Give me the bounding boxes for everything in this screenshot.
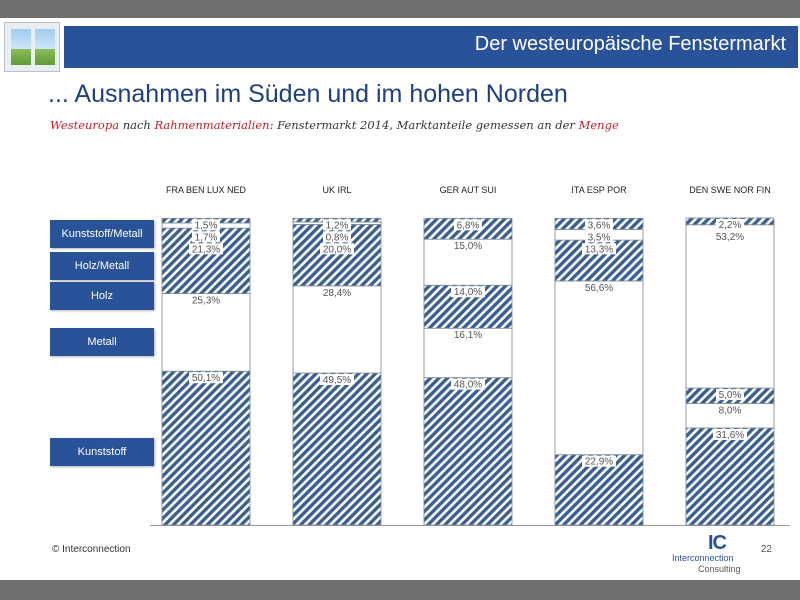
data-label-bg-kunststoff-fra-ben-lux-ned: [189, 372, 223, 384]
data-label-kunststoff-metall-fra-ben-lux-ned: 1,5%: [195, 220, 218, 231]
page-title: ... Ausnahmen im Süden und im hohen Nord…: [48, 80, 568, 108]
logo-line-1: Interconnection: [672, 553, 734, 563]
data-label-bg-kunststoff-metall-ger-aut-sui: [454, 219, 482, 231]
data-label-holz-metall-ita-esp-por: 3,5%: [588, 232, 611, 243]
category-label-uk-irl: UK IRL: [322, 185, 351, 195]
data-label-holz-metall-ger-aut-sui: 15,0%: [454, 241, 482, 252]
data-label-bg-kunststoff-den-swe-nor-fin: [713, 428, 747, 440]
subtitle-dimension: Rahmenmaterialien: [154, 118, 270, 132]
data-label-bg-kunststoff-ger-aut-sui: [451, 378, 485, 390]
bar-segment-metall-ita-esp-por: [554, 280, 644, 456]
data-label-bg-holz-metall-uk-irl: [323, 231, 351, 243]
data-label-kunststoff-metall-den-swe-nor-fin: 2,2%: [719, 220, 742, 231]
footer-copyright: © Interconnection: [52, 544, 131, 555]
data-label-kunststoff-ger-aut-sui: 48,0%: [454, 380, 482, 391]
data-label-holz-metall-den-swe-nor-fin: 53,2%: [716, 232, 744, 243]
data-label-holz-ger-aut-sui: 14,0%: [454, 287, 482, 298]
data-label-metall-den-swe-nor-fin: 8,0%: [719, 405, 742, 416]
data-label-kunststoff-metall-uk-irl: 1,2%: [326, 220, 349, 231]
bar-segment-kunststoff-ger-aut-sui: [423, 377, 513, 526]
data-label-bg-holz-fra-ben-lux-ned: [189, 243, 223, 255]
bar-segment-holz-metall-den-swe-nor-fin: [685, 224, 775, 389]
bar-segment-kunststoff-fra-ben-lux-ned: [161, 370, 251, 526]
legend-holz: Holz: [50, 282, 154, 310]
bar-segment-kunststoff-den-swe-nor-fin: [685, 427, 775, 526]
data-label-metall-uk-irl: 28,4%: [323, 288, 351, 299]
data-label-kunststoff-metall-ita-esp-por: 3,6%: [588, 220, 611, 231]
data-label-bg-holz-metall-den-swe-nor-fin: [713, 231, 747, 242]
data-label-bg-holz-metall-ger-aut-sui: [451, 240, 485, 252]
bar-segment-metall-fra-ben-lux-ned: [161, 293, 251, 372]
data-label-bg-holz-metall-fra-ben-lux-ned: [192, 231, 220, 243]
page-number: 22: [760, 544, 772, 555]
category-label-den-swe-nor-fin: DEN SWE NOR FIN: [689, 185, 771, 195]
header-bar: Der westeuropäische Fenstermarkt: [64, 26, 798, 68]
data-label-holz-metall-uk-irl: 0,8%: [326, 232, 349, 243]
data-label-kunststoff-metall-ger-aut-sui: 6,8%: [457, 220, 480, 231]
data-label-holz-uk-irl: 20,0%: [323, 244, 351, 255]
data-label-holz-metall-fra-ben-lux-ned: 1,7%: [195, 232, 218, 243]
legend-kunststoff: Kunststoff: [50, 438, 154, 466]
data-label-bg-kunststoff-metall-den-swe-nor-fin: [716, 219, 744, 230]
data-label-bg-holz-ger-aut-sui: [451, 286, 485, 298]
data-label-bg-kunststoff-metall-uk-irl: [323, 219, 351, 231]
category-label-fra-ben-lux-ned: FRA BEN LUX NED: [166, 185, 247, 195]
slide: Der westeuropäische Fenstermarkt ... Aus…: [0, 18, 800, 580]
data-label-bg-holz-uk-irl: [320, 243, 354, 255]
data-label-kunststoff-uk-irl: 49,5%: [323, 375, 351, 386]
logo-line-2: Consulting: [698, 564, 741, 574]
data-label-bg-kunststoff-uk-irl: [320, 374, 354, 386]
data-label-bg-metall-ger-aut-sui: [451, 329, 485, 341]
data-label-metall-fra-ben-lux-ned: 25,3%: [192, 296, 220, 307]
data-label-bg-kunststoff-metall-ita-esp-por: [585, 219, 613, 231]
data-label-bg-holz-ita-esp-por: [582, 243, 616, 255]
legend-kunststoff-metall: Kunststoff/Metall: [50, 220, 154, 248]
bar-segment-metall-uk-irl: [292, 285, 382, 374]
logo-mark: IC: [708, 532, 727, 554]
category-label-ger-aut-sui: GER AUT SUI: [440, 185, 497, 195]
chart-subtitle: Westeuropa nach Rahmenmaterialien: Fenst…: [50, 118, 619, 132]
bar-segment-kunststoff-uk-irl: [292, 372, 382, 526]
data-label-bg-holz-metall-ita-esp-por: [585, 231, 613, 243]
subtitle-text: : Fenstermarkt 2014, Marktanteile gemess…: [269, 118, 579, 132]
data-label-kunststoff-fra-ben-lux-ned: 50,1%: [192, 373, 220, 384]
data-label-kunststoff-den-swe-nor-fin: 31,6%: [716, 430, 744, 441]
header-title: Der westeuropäische Fenstermarkt: [474, 33, 786, 55]
subtitle-measure: Menge: [578, 118, 619, 132]
data-label-bg-holz-den-swe-nor-fin: [716, 389, 744, 401]
subtitle-connector: nach: [119, 118, 155, 132]
data-label-kunststoff-ita-esp-por: 22,9%: [585, 457, 613, 468]
data-label-holz-fra-ben-lux-ned: 21,3%: [192, 244, 220, 255]
data-label-bg-metall-ita-esp-por: [582, 281, 616, 293]
subtitle-region: Westeuropa: [50, 118, 120, 132]
data-label-bg-metall-fra-ben-lux-ned: [189, 294, 223, 306]
data-label-holz-den-swe-nor-fin: 5,0%: [719, 390, 742, 401]
legend-holz-metall: Holz/Metall: [50, 252, 154, 280]
window-picture-icon: [4, 22, 60, 72]
legend-metall: Metall: [50, 328, 154, 356]
data-label-bg-metall-uk-irl: [320, 286, 354, 298]
category-label-ita-esp-por: ITA ESP POR: [571, 185, 627, 195]
data-label-bg-kunststoff-metall-fra-ben-lux-ned: [192, 219, 220, 231]
data-label-bg-kunststoff-ita-esp-por: [582, 455, 616, 467]
data-label-bg-metall-den-swe-nor-fin: [716, 404, 744, 416]
data-label-holz-ita-esp-por: 13,3%: [585, 244, 613, 255]
company-logo: IC Interconnection Consulting: [672, 532, 748, 580]
data-label-metall-ita-esp-por: 56,6%: [585, 283, 613, 294]
data-label-metall-ger-aut-sui: 16,1%: [454, 330, 482, 341]
